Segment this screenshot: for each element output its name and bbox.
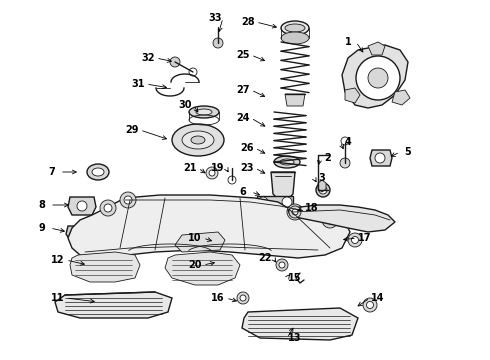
Polygon shape — [257, 196, 293, 208]
Text: 26: 26 — [240, 143, 254, 153]
Polygon shape — [285, 94, 305, 106]
Text: 28: 28 — [241, 17, 255, 27]
Circle shape — [326, 216, 334, 224]
Ellipse shape — [196, 109, 212, 115]
Circle shape — [124, 196, 132, 204]
Text: 23: 23 — [240, 163, 254, 173]
Polygon shape — [55, 292, 172, 318]
Circle shape — [75, 229, 83, 237]
Circle shape — [292, 209, 298, 215]
Text: 3: 3 — [318, 173, 325, 183]
Polygon shape — [165, 252, 240, 285]
Circle shape — [282, 197, 292, 207]
Ellipse shape — [274, 156, 300, 168]
Text: 27: 27 — [236, 85, 250, 95]
Ellipse shape — [281, 32, 309, 44]
Polygon shape — [271, 172, 295, 198]
Ellipse shape — [189, 106, 219, 118]
Text: 24: 24 — [236, 113, 250, 123]
Text: 1: 1 — [344, 37, 351, 47]
Text: 22: 22 — [258, 253, 272, 263]
Text: 16: 16 — [211, 293, 225, 303]
Circle shape — [356, 56, 400, 100]
Circle shape — [375, 153, 385, 163]
Circle shape — [100, 200, 116, 216]
Polygon shape — [392, 90, 410, 105]
Circle shape — [77, 201, 87, 211]
Text: 33: 33 — [208, 13, 222, 23]
Text: 31: 31 — [131, 79, 145, 89]
Circle shape — [209, 170, 215, 176]
Ellipse shape — [182, 131, 214, 149]
Polygon shape — [288, 205, 395, 232]
Circle shape — [206, 167, 218, 179]
Circle shape — [363, 298, 377, 312]
Circle shape — [340, 158, 350, 168]
Circle shape — [289, 206, 301, 218]
Text: 9: 9 — [39, 223, 46, 233]
Polygon shape — [70, 252, 140, 282]
Circle shape — [279, 262, 285, 268]
Circle shape — [213, 38, 223, 48]
Polygon shape — [242, 308, 358, 340]
Circle shape — [258, 197, 268, 207]
Text: 20: 20 — [188, 260, 202, 270]
Text: 14: 14 — [371, 293, 385, 303]
Text: 4: 4 — [344, 137, 351, 147]
Circle shape — [276, 259, 288, 271]
Text: 18: 18 — [305, 203, 319, 213]
Ellipse shape — [285, 24, 305, 32]
Text: 25: 25 — [236, 50, 250, 60]
Circle shape — [291, 208, 299, 216]
Text: 30: 30 — [178, 100, 192, 110]
Polygon shape — [175, 232, 225, 252]
Polygon shape — [66, 226, 92, 240]
Polygon shape — [370, 150, 392, 166]
Circle shape — [120, 192, 136, 208]
Text: 6: 6 — [240, 187, 246, 197]
Ellipse shape — [172, 124, 224, 156]
Text: 19: 19 — [211, 163, 225, 173]
Polygon shape — [345, 88, 360, 103]
Polygon shape — [368, 42, 385, 55]
Circle shape — [319, 186, 327, 194]
Circle shape — [348, 233, 362, 247]
Ellipse shape — [281, 21, 309, 35]
Polygon shape — [342, 45, 408, 108]
Circle shape — [316, 183, 330, 197]
Text: 7: 7 — [49, 167, 55, 177]
Ellipse shape — [92, 168, 104, 176]
Text: 11: 11 — [51, 293, 65, 303]
Circle shape — [237, 292, 249, 304]
Text: 8: 8 — [39, 200, 46, 210]
Text: 15: 15 — [288, 273, 302, 283]
Circle shape — [341, 137, 349, 145]
Text: 17: 17 — [358, 233, 372, 243]
Polygon shape — [318, 180, 326, 192]
Circle shape — [189, 68, 197, 76]
Text: 12: 12 — [51, 255, 65, 265]
Polygon shape — [68, 197, 96, 215]
Circle shape — [351, 237, 359, 243]
Circle shape — [367, 302, 373, 309]
Ellipse shape — [87, 164, 109, 180]
Circle shape — [170, 57, 180, 67]
Circle shape — [287, 204, 303, 220]
Ellipse shape — [280, 159, 294, 165]
Circle shape — [228, 176, 236, 184]
Circle shape — [322, 212, 338, 228]
Text: 13: 13 — [288, 333, 302, 343]
Polygon shape — [68, 195, 350, 258]
Text: 5: 5 — [405, 147, 412, 157]
Circle shape — [240, 295, 246, 301]
Text: 29: 29 — [125, 125, 139, 135]
Ellipse shape — [191, 136, 205, 144]
Text: 2: 2 — [325, 153, 331, 163]
Circle shape — [368, 68, 388, 88]
Text: 21: 21 — [183, 163, 197, 173]
Circle shape — [104, 204, 112, 212]
Text: 10: 10 — [188, 233, 202, 243]
Text: 32: 32 — [141, 53, 155, 63]
